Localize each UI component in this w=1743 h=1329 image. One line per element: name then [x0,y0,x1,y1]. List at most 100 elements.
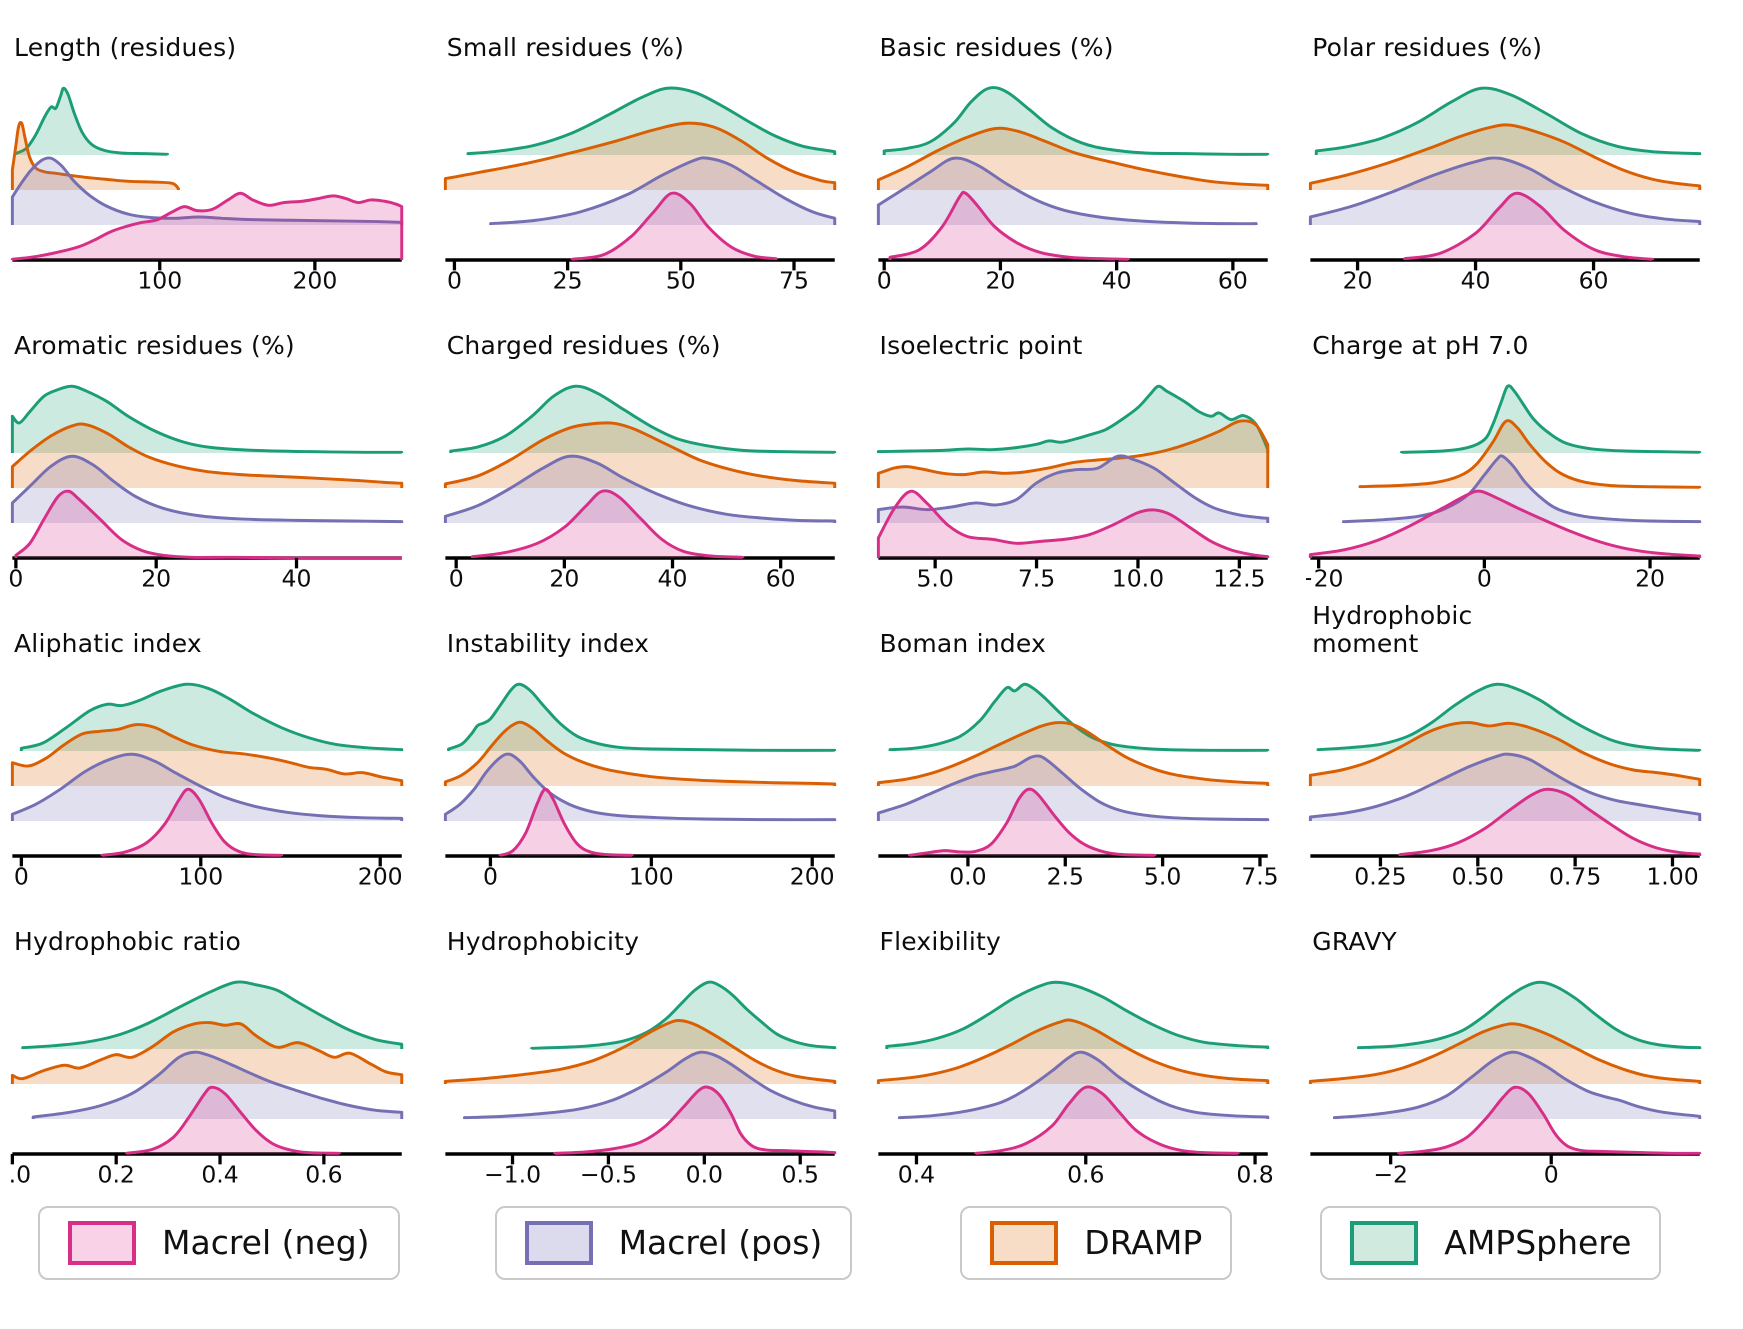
tick-label: −2 [1374,1160,1409,1187]
kde-line-macrel-neg- [10,191,404,261]
ridgeline-chart: 0.4 0.6 0.8 [876,980,1273,1188]
legend: Macrel (neg) Macrel (pos) DRAMP AMPSpher… [38,1205,1735,1280]
kde-panel: Charged residues (%) 0 20 40 60 [441,304,870,592]
tick-label: 20 [1343,266,1373,293]
kde-line-macrel-neg- [1398,787,1702,856]
ridgeline-chart: 20 40 60 [1309,86,1702,294]
kde-line-macrel-neg- [470,489,744,559]
kde-line-macrel-pos- [462,1050,836,1119]
kde-area-macrel-neg- [877,491,1268,558]
legend-item: AMPSphere [1320,1205,1662,1280]
kde-area-macrel-neg- [889,192,1128,260]
kde-panel: Polar residues (%) 20 40 60 [1306,6,1735,294]
tick-label: 0 [1544,1160,1559,1187]
kde-area-macrel-neg- [472,490,743,558]
kde-line-macrel-neg- [876,489,1269,559]
kde-line-macrel-neg- [100,787,284,857]
kde-area-ampsphere [889,683,1268,751]
tick-label: 0.0 [949,862,986,889]
ridgeline-chart: 0 20 40 60 [876,86,1269,294]
legend-swatch-ampsphere [1350,1220,1419,1265]
kde-area-macrel-pos- [1310,753,1700,821]
kde-area-ampsphere [1316,88,1700,155]
kde-area-macrel-neg- [1310,490,1700,558]
tick-label: 25 [552,266,582,293]
tick-label: 0.6 [305,1160,342,1187]
kde-area-macrel-pos- [445,753,835,821]
tick-label: 2.5 [1046,862,1083,889]
panel-title: Hydrophobic moment [1312,600,1473,658]
tick-label: 20 [985,266,1015,293]
kde-panel: Length (residues) 100 200 [8,6,437,294]
kde-panel: Hydrophobicity −1.0 −0.5 0.0 0.5 [441,900,870,1188]
kde-line-dramp [1309,123,1702,190]
tick-label: 40 [657,564,687,591]
tick-label: 50 [666,266,696,293]
kde-area-ampsphere [883,87,1268,155]
tick-label: −0.5 [580,1160,637,1187]
panel-title: Basic residues (%) [879,33,1114,62]
kde-panel: Instability index 0 100 200 [441,602,870,890]
legend-item: DRAMP [960,1205,1233,1280]
kde-line-dramp [10,121,180,191]
tick-label: 12.5 [1213,564,1265,591]
ridgeline-figure: Length (residues) 100 200 Small residues … [8,6,1735,1280]
kde-area-ampsphere [531,981,835,1049]
tick-label: 200 [790,862,835,889]
kde-line-ampsphere [1357,980,1702,1049]
kde-line-ampsphere [876,384,1269,454]
kde-area-macrel-neg- [126,1086,340,1154]
tick-label: 100 [178,862,223,889]
tick-label: 20 [1635,564,1665,591]
kde-panel: Aromatic residues (%) 0 20 40 [8,304,437,592]
tick-label: 0.75 [1549,862,1601,889]
kde-line-ampsphere [13,86,169,156]
kde-area-macrel-neg- [499,788,632,856]
tick-label: 5.0 [916,564,953,591]
kde-area-ampsphere [886,981,1268,1049]
kde-area-macrel-pos- [33,1051,402,1119]
panel-title: Instability index [446,628,650,658]
legend-label: AMPSphere [1444,1223,1632,1262]
ridgeline-chart: 0.25 0.50 0.75 1.00 [1309,682,1702,890]
ridgeline-chart: 100 200 [10,86,404,294]
kde-area-ampsphere [21,683,402,751]
kde-line-dramp [443,421,836,488]
kde-area-macrel-pos- [490,157,835,225]
kde-area-macrel-pos- [877,158,1256,225]
tick-label: 0.25 [1355,862,1407,889]
kde-area-macrel-neg- [909,788,1155,856]
kde-area-dramp [12,423,402,488]
panel-grid: Length (residues) 100 200 Small residues … [8,6,1735,1188]
legend-swatch-dramp [990,1220,1059,1265]
tick-label: 10.0 [1111,564,1163,591]
kde-area-macrel-neg- [102,789,282,856]
kde-line-ampsphere [888,682,1269,752]
tick-label: 40 [1101,266,1131,293]
kde-area-macrel-pos- [12,456,402,523]
ridgeline-chart: 0 20 40 [8,384,404,592]
tick-label: 7.5 [1241,862,1278,889]
kde-line-ampsphere [884,980,1269,1049]
tick-label: 0.4 [201,1160,238,1187]
tick-label: 0 [14,862,29,889]
tick-label: 100 [137,266,182,293]
kde-line-macrel-neg- [887,190,1130,261]
kde-line-macrel-neg- [498,787,634,857]
kde-area-macrel-neg- [554,1086,835,1154]
kde-panel: Boman index 0.0 2.5 5.0 7.5 [874,602,1303,890]
tick-label: 20 [141,564,171,591]
tick-label: 1.00 [1647,862,1699,889]
kde-panel: Basic residues (%) 0 20 40 60 [874,6,1303,294]
panel-title: Polar residues (%) [1312,33,1543,62]
panel-title: Charged residues (%) [446,330,721,360]
tick-label: 0 [876,266,891,293]
kde-line-dramp [10,1020,404,1084]
tick-label: 40 [1461,266,1491,293]
kde-line-dramp [10,422,404,488]
kde-line-macrel-pos- [1309,752,1702,821]
tick-label: 75 [779,266,809,293]
tick-label: 60 [765,564,795,591]
kde-line-macrel-pos- [10,752,404,821]
kde-line-macrel-neg- [570,191,778,261]
